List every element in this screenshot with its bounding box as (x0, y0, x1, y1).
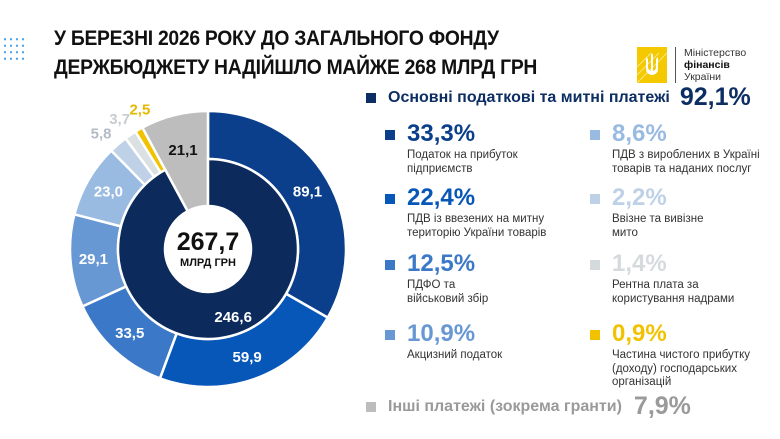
legend-desc: Акцизний податок (407, 349, 503, 361)
legend-desc: організацій (612, 376, 672, 388)
donut-hole (165, 206, 251, 292)
legend-swatch (385, 194, 395, 204)
title-line-1: У БЕРЕЗНІ 2026 РОКУ ДО ЗАГАЛЬНОГО ФОНДУ (54, 27, 499, 50)
decorative-dots (2, 36, 26, 62)
legend-main-label: Основні податкові та митні платежі (388, 88, 670, 106)
legend-swatch (385, 330, 395, 340)
legend-swatch (590, 194, 600, 204)
legend-other-pct: 7,9% (633, 392, 691, 420)
legend-desc: територію України товарів (407, 226, 547, 239)
legend-swatch (590, 130, 600, 140)
legend-desc: (доходу) господарських (612, 362, 737, 375)
legend-desc: мито (612, 226, 638, 239)
center-total: 267,7 (177, 228, 240, 256)
legend-desc: військовий збір (407, 292, 489, 305)
outer-slice-7-label: 2,5 (129, 101, 150, 118)
outer-slice-6-label: 3,7 (109, 111, 130, 128)
legend-other-swatch (366, 401, 376, 412)
page-title: У БЕРЕЗНІ 2026 РОКУ ДО ЗАГАЛЬНОГО ФОНДУ … (54, 24, 537, 82)
legend-desc: Податок на прибуток (407, 149, 518, 161)
legend-desc: підприємств (407, 162, 473, 175)
legend-desc: користування надрами (612, 292, 735, 305)
legend-swatch (590, 260, 600, 270)
center-unit: МЛРД ГРН (180, 257, 236, 269)
outer-slice-5-label: 5,8 (91, 126, 112, 143)
legend-pct: 0,9% (612, 320, 667, 347)
legend-pct: 10,9% (407, 320, 476, 347)
legend-main-swatch (366, 92, 376, 103)
legend-pct: 2,2% (612, 184, 667, 211)
trident-logo-icon (637, 47, 667, 83)
outer-slice-4-label: 23,0 (94, 183, 123, 200)
logo-text-2: фінансів (684, 59, 730, 71)
legend-desc: товарів та наданих послуг (612, 162, 752, 175)
logo-divider (675, 47, 676, 83)
other-slice-label: 21,1 (168, 142, 197, 159)
legend-desc: Рентна плата за (612, 279, 699, 291)
legend-main: Основні податкові та митні платежі 92,1% (366, 83, 751, 112)
legend-swatch (385, 130, 395, 140)
legend-pct: 1,4% (612, 250, 667, 277)
legend-desc: Частина чистого прибутку (612, 349, 750, 361)
ministry-logo: Міністерство фінансів України (637, 47, 746, 83)
outer-slice-2-label: 33,5 (115, 325, 144, 342)
legend-desc: ПДФО та (407, 279, 456, 291)
logo-text-1: Міністерство (684, 47, 747, 59)
outer-slice-1-label: 59,9 (233, 349, 262, 366)
legend-pct: 12,5% (407, 250, 476, 277)
legend-other: Інші платежі (зокрема гранти) 7,9% (366, 392, 691, 421)
outer-slice-3-label: 29,1 (79, 251, 108, 268)
outer-slice-0-label: 89,1 (293, 183, 322, 200)
legend-pct: 8,6% (612, 120, 667, 147)
legend-pct: 22,4% (407, 184, 476, 211)
legend-desc: ПДВ з вироблених в Україні (612, 149, 760, 161)
legend-desc: Ввізне та вивізне (612, 213, 704, 225)
legend-swatch (590, 330, 600, 340)
legend-swatch (385, 260, 395, 270)
title-line-2: ДЕРЖБЮДЖЕТУ НАДІЙШЛО МАЙЖЕ 268 МЛРД ГРН (54, 56, 538, 79)
legend-desc: ПДВ із ввезених на митну (407, 213, 545, 225)
logo-text-3: України (684, 71, 722, 83)
inner-slice-main-label: 246,6 (214, 309, 252, 326)
donut-chart: 89,1 59,9 33,5 29,1 23,0 5,83,72,5 21,1 246,6 2… (68, 101, 348, 389)
legend-main-pct: 92,1% (679, 83, 751, 111)
legend-other-label: Інші платежі (зокрема гранти) (388, 397, 622, 415)
legend-pct: 33,3% (407, 120, 476, 147)
